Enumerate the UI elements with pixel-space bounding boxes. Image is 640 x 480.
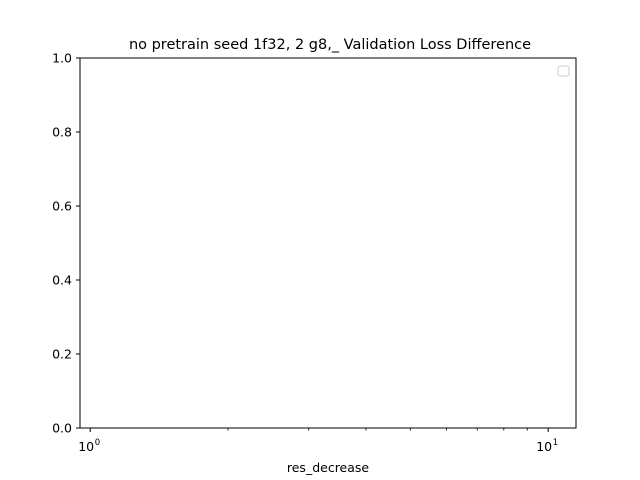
x-axis: 10 0 10 1	[78, 428, 558, 454]
plot-area: 0.00.20.40.60.81.0 10 0 10 1	[52, 51, 577, 454]
y-tick-label: 0.4	[52, 273, 72, 288]
y-tick-label: 0.6	[52, 199, 72, 214]
plot-frame	[79, 57, 577, 429]
y-tick-label: 1.0	[52, 51, 72, 66]
x-axis-label: res_decrease	[287, 460, 370, 475]
chart-title: no pretrain seed 1f32, 2 g8,_ Validation…	[129, 37, 531, 53]
x-tick-label: 10	[78, 439, 94, 454]
legend-box[interactable]	[557, 65, 570, 77]
y-axis: 0.0 0.2 0.4 0.6 0.8 1.0	[52, 51, 80, 436]
x-tick-exponent: 1	[553, 438, 558, 448]
y-tick-label: 0.2	[52, 347, 72, 362]
y-tick-label: 0.0	[52, 421, 72, 436]
x-tick-exponent: 0	[95, 438, 100, 448]
x-tick-label: 10	[536, 439, 552, 454]
y-tick-label: 0.8	[52, 125, 72, 140]
